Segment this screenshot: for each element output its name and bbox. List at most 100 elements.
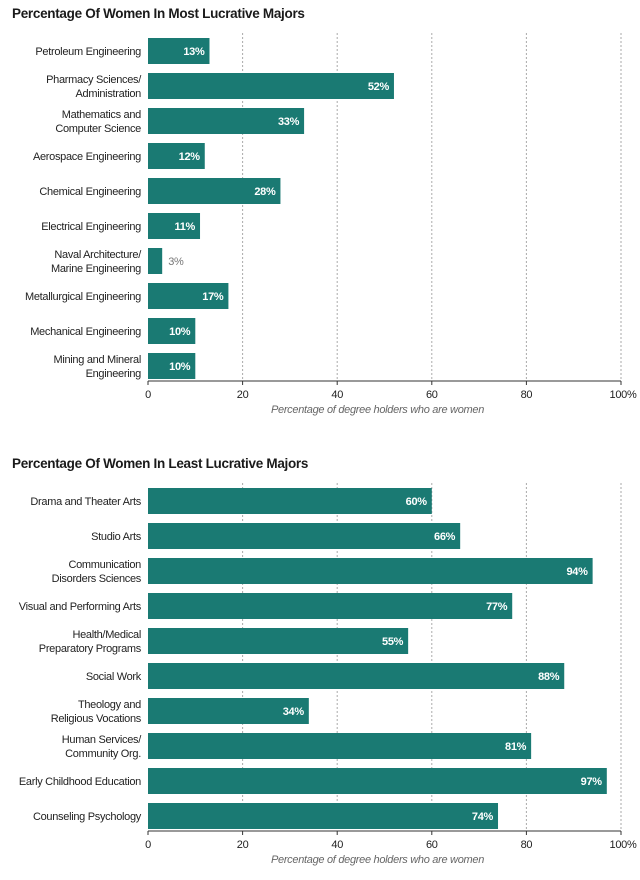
category-label: Naval Architecture/Marine Engineering — [51, 249, 142, 275]
data-label: 34% — [283, 706, 305, 718]
x-tick-label: 80 — [521, 839, 533, 851]
category-label: Aerospace Engineering — [33, 151, 141, 163]
category-label-line: Early Childhood Education — [19, 776, 141, 788]
category-label-line: Marine Engineering — [51, 263, 141, 275]
bar — [148, 353, 196, 379]
data-label: 10% — [169, 361, 191, 373]
category-label: Communication Disorders Sciences — [52, 559, 142, 585]
x-tick-label: 20 — [237, 839, 249, 851]
x-tick-label: 60 — [426, 839, 438, 851]
x-tick-label: 40 — [331, 389, 343, 401]
x-tick-label: 60 — [426, 389, 438, 401]
most-lucrative-bar-chart: 0 20 40 60 80 100% Percentage of degree holder… — [25, 33, 637, 416]
x-tick-label: 40 — [331, 839, 343, 851]
category-label: Mechanical Engineering — [30, 326, 141, 338]
category-label-line: Religious Vocations — [51, 713, 142, 725]
category-label: Petroleum Engineering — [35, 46, 141, 58]
bar — [148, 523, 461, 549]
category-label-line: Preparatory Programs — [39, 643, 142, 655]
data-label: 60% — [406, 496, 428, 508]
bar — [148, 768, 607, 794]
bar — [148, 628, 409, 654]
category-label-line: Theology and — [78, 699, 141, 711]
bar — [148, 803, 499, 829]
category-label-line: Aerospace Engineering — [33, 151, 141, 163]
bar — [148, 488, 432, 514]
category-label: Mining and Mineral Engineering — [53, 354, 141, 380]
category-label-line: Studio Arts — [91, 531, 142, 543]
category-label-line: Computer Science — [55, 123, 141, 135]
data-label: 10% — [169, 326, 191, 338]
x-tick-label: 100% — [610, 389, 637, 401]
data-label: 55% — [382, 636, 404, 648]
data-label: 74% — [472, 811, 494, 823]
category-label-line: Engineering — [86, 368, 142, 380]
data-label: 33% — [278, 116, 300, 128]
category-label-line: Electrical Engineering — [41, 221, 141, 233]
category-label: Theology and Religious Vocations — [51, 699, 142, 725]
category-label-line: Pharmacy Sciences/ — [46, 74, 142, 86]
category-label-line: Mining and Mineral — [53, 354, 141, 366]
category-label-line: Health/Medical — [72, 629, 141, 641]
bar — [148, 318, 196, 344]
category-label: Counseling Psychology — [33, 811, 142, 823]
category-label-line: Administration — [76, 88, 142, 100]
category-label-line: Social Work — [86, 671, 142, 683]
data-label: 66% — [434, 531, 456, 543]
category-label-line: Metallurgical Engineering — [25, 291, 141, 303]
data-label: 28% — [254, 186, 276, 198]
x-tick-label: 0 — [145, 389, 151, 401]
category-label-line: Chemical Engineering — [39, 186, 141, 198]
data-label: 77% — [486, 601, 508, 613]
data-label: 81% — [505, 741, 527, 753]
category-label-line: Community Org. — [65, 748, 141, 760]
data-label: 12% — [179, 151, 201, 163]
category-label: Early Childhood Education — [19, 776, 141, 788]
category-label: Drama and Theater Arts — [30, 496, 141, 508]
category-label: Human Services/Community Org. — [62, 734, 142, 760]
data-label: 17% — [202, 291, 224, 303]
data-label: 13% — [183, 46, 205, 58]
x-tick-label: 20 — [237, 389, 249, 401]
bar — [148, 143, 205, 169]
x-tick-label: 100% — [610, 839, 637, 851]
category-label-line: Drama and Theater Arts — [30, 496, 141, 508]
bar — [148, 213, 201, 239]
data-label: 94% — [566, 566, 588, 578]
category-label: Pharmacy Sciences/Administration — [46, 74, 142, 100]
chart-title-least-lucrative: Percentage Of Women In Least Lucrative M… — [12, 456, 309, 471]
bar — [148, 73, 394, 99]
category-label-line: Naval Architecture/ — [54, 249, 142, 261]
category-label: Social Work — [86, 671, 142, 683]
x-axis-title: Percentage of degree holders who are wom… — [271, 404, 484, 416]
x-tick-label: 80 — [521, 389, 533, 401]
bar — [148, 593, 513, 619]
data-label: 52% — [368, 81, 390, 93]
bar — [148, 698, 309, 724]
bar — [148, 283, 229, 309]
category-label: Electrical Engineering — [41, 221, 141, 233]
category-label-line: Mechanical Engineering — [30, 326, 141, 338]
data-label: 11% — [175, 221, 196, 233]
category-label: Chemical Engineering — [39, 186, 141, 198]
bar — [148, 733, 532, 759]
least-lucrative-bar-chart: 0 20 40 60 80 100% Percentage of degree holder… — [19, 483, 637, 866]
category-label: Studio Arts — [91, 531, 142, 543]
bar — [148, 248, 163, 274]
bar — [148, 38, 210, 64]
category-label: Mathematics and Computer Science — [55, 109, 141, 135]
category-label: Health/Medical Preparatory Programs — [39, 629, 142, 655]
bar — [148, 558, 593, 584]
data-label: 97% — [581, 776, 603, 788]
category-label: Metallurgical Engineering — [25, 291, 141, 303]
bar — [148, 663, 565, 689]
category-label-line: Visual and Performing Arts — [19, 601, 142, 613]
x-tick-label: 0 — [145, 839, 151, 851]
bar — [148, 108, 305, 134]
category-label-line: Mathematics and — [62, 109, 141, 121]
x-axis-title: Percentage of degree holders who are wom… — [271, 854, 484, 866]
bar — [148, 178, 281, 204]
category-label-line: Communication — [68, 559, 141, 571]
category-label: Visual and Performing Arts — [19, 601, 142, 613]
chart-title-most-lucrative: Percentage Of Women In Most Lucrative Ma… — [12, 6, 305, 21]
